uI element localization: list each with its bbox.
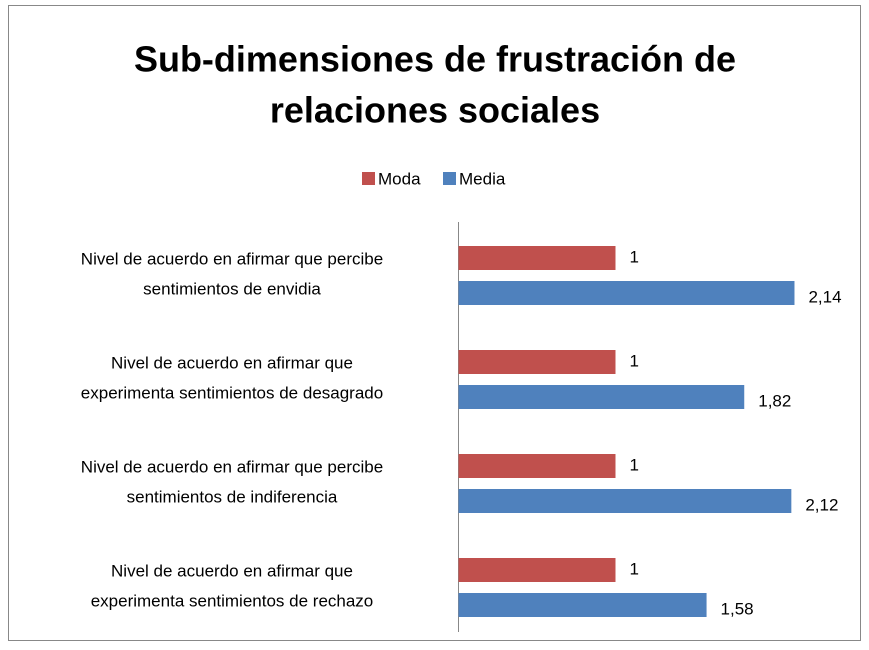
category-label: sentimientos de indiferencia	[127, 487, 338, 506]
bar	[458, 489, 792, 513]
value-label: 1	[630, 351, 639, 370]
category-label: Nivel de acuerdo en afirmar que	[111, 353, 353, 372]
legend-label: Media	[459, 169, 506, 188]
category-label: Nivel de acuerdo en afirmar que percibe	[81, 249, 383, 268]
category-label: experimenta sentimientos de desagrado	[81, 383, 383, 402]
bar	[458, 558, 616, 582]
legend-swatch	[443, 172, 456, 185]
value-label: 1	[630, 559, 639, 578]
chart-title: relaciones sociales	[270, 90, 600, 131]
value-label: 2,12	[805, 495, 838, 514]
bar	[458, 246, 616, 270]
value-label: 2,14	[808, 287, 841, 306]
category-label: Nivel de acuerdo en afirmar que percibe	[81, 457, 383, 476]
bar	[458, 454, 616, 478]
bar	[458, 350, 616, 374]
value-label: 1,82	[758, 391, 791, 410]
value-label: 1	[630, 455, 639, 474]
category-label: sentimientos de envidia	[143, 279, 321, 298]
bar	[458, 385, 745, 409]
value-label: 1,58	[721, 599, 754, 618]
legend-label: Moda	[378, 169, 421, 188]
bar	[458, 593, 707, 617]
chart-title: Sub-dimensiones de frustración de	[134, 39, 736, 80]
chart-frame	[8, 5, 861, 641]
bar	[458, 281, 795, 305]
value-label: 1	[630, 247, 639, 266]
category-label: experimenta sentimientos de rechazo	[91, 591, 374, 610]
legend-swatch	[362, 172, 375, 185]
category-label: Nivel de acuerdo en afirmar que	[111, 561, 353, 580]
